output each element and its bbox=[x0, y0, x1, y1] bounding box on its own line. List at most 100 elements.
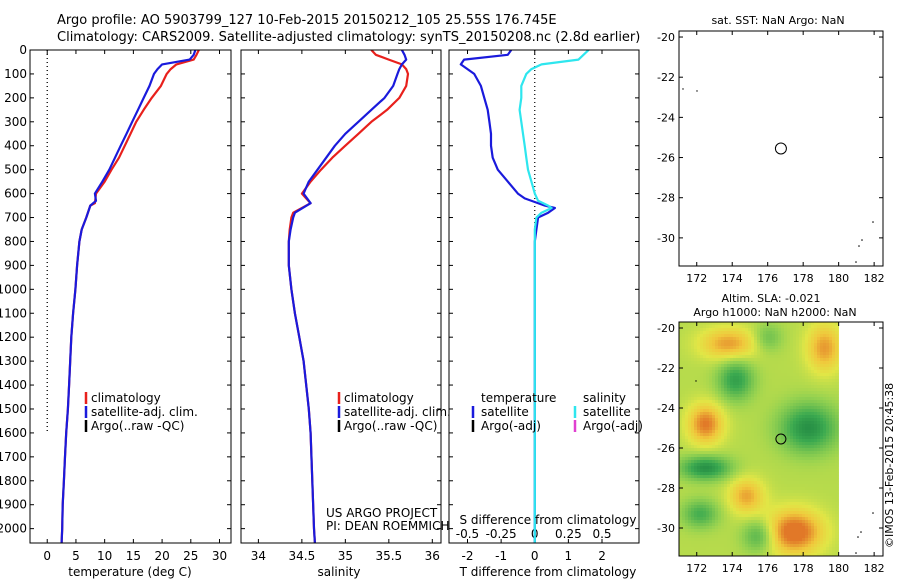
heatmap-cell bbox=[760, 499, 764, 503]
heatmap-cell bbox=[685, 514, 689, 518]
heatmap-cell bbox=[754, 499, 758, 503]
heatmap-cell bbox=[808, 349, 812, 353]
heatmap-cell bbox=[745, 346, 749, 350]
heatmap-cell bbox=[688, 370, 692, 374]
heatmap-cell bbox=[829, 487, 833, 491]
heatmap-cell bbox=[697, 472, 701, 476]
heatmap-cell bbox=[706, 430, 710, 434]
heatmap-cell bbox=[778, 418, 782, 422]
heatmap-cell bbox=[724, 493, 728, 497]
heatmap-cell bbox=[778, 376, 782, 380]
heatmap-cell bbox=[709, 424, 713, 428]
heatmap-cell bbox=[760, 349, 764, 353]
heatmap-cell bbox=[730, 403, 734, 407]
heatmap-cell bbox=[733, 448, 737, 452]
heatmap-cell bbox=[712, 439, 716, 443]
heatmap-cell bbox=[778, 508, 782, 512]
heatmap-cell bbox=[724, 406, 728, 410]
heatmap-cell bbox=[679, 325, 683, 329]
heatmap-cell bbox=[706, 358, 710, 362]
heatmap-cell bbox=[778, 331, 782, 335]
heatmap-cell bbox=[775, 346, 779, 350]
heatmap-cell bbox=[697, 547, 701, 551]
heatmap-cell bbox=[721, 340, 725, 344]
heatmap-cell bbox=[829, 340, 833, 344]
heatmap-cell bbox=[823, 526, 827, 530]
heatmap-cell bbox=[742, 514, 746, 518]
heatmap-cell bbox=[739, 385, 743, 389]
heatmap-cell bbox=[754, 466, 758, 470]
heatmap-cell bbox=[796, 409, 800, 413]
heatmap-cell bbox=[796, 373, 800, 377]
heatmap-cell bbox=[727, 337, 731, 341]
heatmap-cell bbox=[691, 433, 695, 437]
heatmap-cell bbox=[709, 445, 713, 449]
heatmap-cell bbox=[805, 391, 809, 395]
heatmap-cell bbox=[829, 328, 833, 332]
heatmap-cell bbox=[682, 346, 686, 350]
heatmap-cell bbox=[760, 322, 764, 326]
heatmap-cell bbox=[766, 424, 770, 428]
heatmap-cell bbox=[700, 403, 704, 407]
heatmap-cell bbox=[730, 373, 734, 377]
heatmap-cell bbox=[823, 520, 827, 524]
heatmap-cell bbox=[706, 541, 710, 545]
heatmap-cell bbox=[760, 412, 764, 416]
heatmap-cell bbox=[802, 370, 806, 374]
heatmap-cell bbox=[823, 391, 827, 395]
heatmap-cell bbox=[790, 529, 794, 533]
heatmap-cell bbox=[697, 337, 701, 341]
heatmap-cell bbox=[751, 445, 755, 449]
heatmap-cell bbox=[739, 541, 743, 545]
argo-position-marker bbox=[774, 142, 787, 155]
heatmap-cell bbox=[751, 325, 755, 329]
heatmap-cell bbox=[736, 331, 740, 335]
heatmap-cell bbox=[811, 355, 815, 359]
heatmap-cell bbox=[718, 337, 722, 341]
heatmap-cell bbox=[754, 328, 758, 332]
heatmap-cell bbox=[685, 424, 689, 428]
heatmap-cell bbox=[748, 361, 752, 365]
heatmap-cell bbox=[811, 397, 815, 401]
heatmap-cell bbox=[790, 517, 794, 521]
heatmap-cell bbox=[712, 436, 716, 440]
heatmap-cell bbox=[739, 478, 743, 482]
heatmap-cell bbox=[706, 442, 710, 446]
heatmap-cell bbox=[715, 370, 719, 374]
heatmap-cell bbox=[685, 346, 689, 350]
heatmap-cell bbox=[712, 376, 716, 380]
island-dot bbox=[872, 512, 874, 514]
heatmap-cell bbox=[685, 361, 689, 365]
heatmap-cell bbox=[766, 547, 770, 551]
heatmap-cell bbox=[805, 472, 809, 476]
heatmap-cell bbox=[835, 376, 839, 380]
heatmap-cell bbox=[691, 409, 695, 413]
heatmap-cell bbox=[766, 394, 770, 398]
heatmap-cell bbox=[739, 511, 743, 515]
heatmap-cell bbox=[745, 505, 749, 509]
heatmap-cell bbox=[829, 379, 833, 383]
heatmap-cell bbox=[835, 400, 839, 404]
heatmap-cell bbox=[706, 502, 710, 506]
heatmap-cell bbox=[703, 514, 707, 518]
heatmap-cell bbox=[817, 373, 821, 377]
heatmap-cell bbox=[736, 391, 740, 395]
heatmap-cell bbox=[742, 358, 746, 362]
heatmap-cell bbox=[769, 388, 773, 392]
y-tick-label: -24 bbox=[657, 402, 675, 415]
heatmap-cell bbox=[685, 430, 689, 434]
heatmap-cell bbox=[829, 550, 833, 554]
heatmap-cell bbox=[754, 430, 758, 434]
heatmap-cell bbox=[700, 511, 704, 515]
heatmap-cell bbox=[757, 508, 761, 512]
heatmap-cell bbox=[733, 364, 737, 368]
heatmap-cell bbox=[697, 550, 701, 554]
heatmap-cell bbox=[811, 460, 815, 464]
heatmap-cell bbox=[772, 322, 776, 326]
heatmap-cell bbox=[679, 361, 683, 365]
heatmap-cell bbox=[799, 547, 803, 551]
heatmap-cell bbox=[742, 550, 746, 554]
heatmap-cell bbox=[823, 481, 827, 485]
heatmap-cell bbox=[790, 535, 794, 539]
heatmap-cell bbox=[748, 337, 752, 341]
